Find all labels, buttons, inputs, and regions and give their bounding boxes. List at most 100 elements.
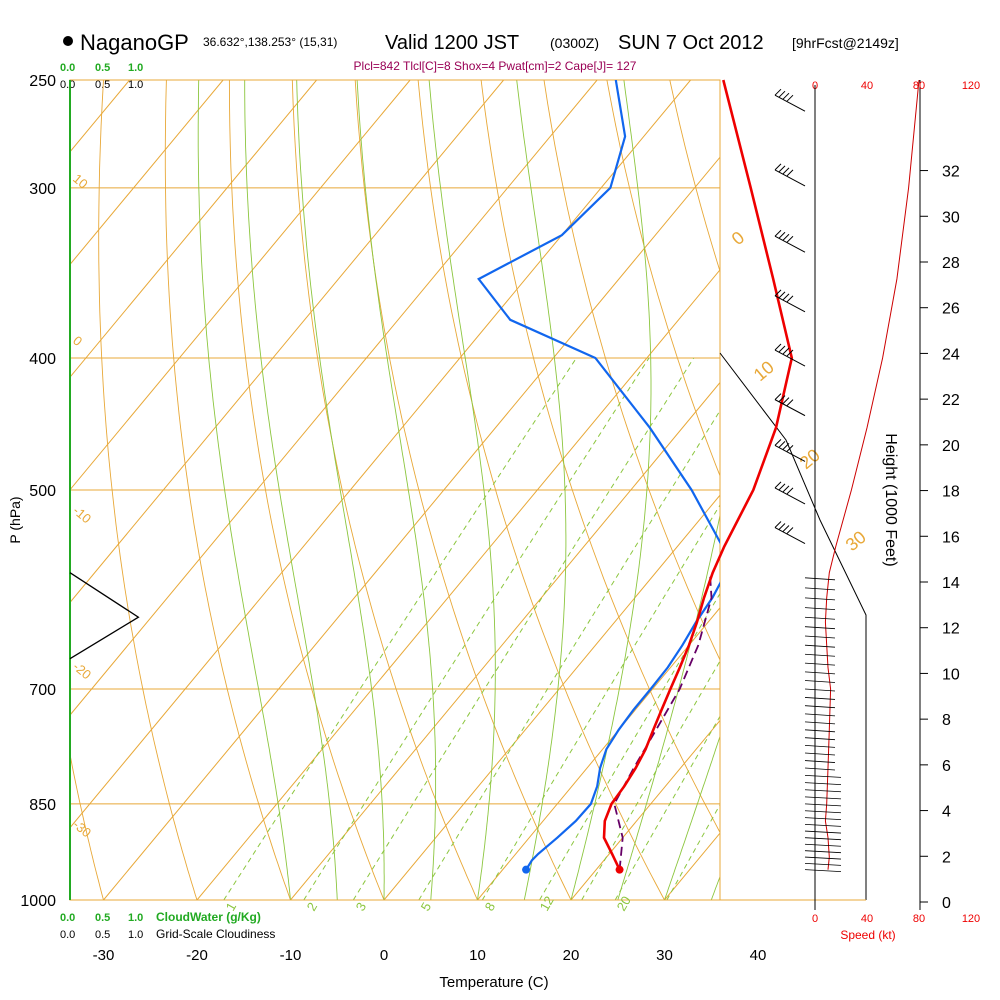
isotherm-label-4: -30 — [70, 817, 94, 841]
bottom-cloudwater-tick-0: 0.0 — [60, 912, 75, 924]
isotherm-label-1: 0 — [70, 333, 85, 349]
wind-feather-780 — [804, 752, 836, 756]
height-tick-16: 16 — [942, 529, 960, 546]
mixing-ratio-5 — [418, 409, 720, 900]
pressure-tick-1000: 1000 — [20, 893, 56, 910]
wind-feather-920 — [804, 850, 842, 854]
mixing-ratio-label-6: 20 — [614, 893, 634, 913]
dry-adiabat-30 — [417, 80, 665, 900]
top-cloudwater-tick-1: 0.5 — [95, 62, 110, 74]
dry-adiabat-60 — [606, 80, 720, 477]
moist-adiabat--5 — [244, 80, 338, 900]
wind-barb-0 — [774, 88, 806, 112]
dry-adiabat-label-3: 30 — [842, 527, 870, 555]
temperature-tick-20: 20 — [563, 947, 580, 964]
parcel-line — [613, 572, 713, 870]
temperature-tick--20: -20 — [186, 947, 208, 964]
wind-feather-640 — [804, 635, 836, 639]
dry-adiabat-50 — [543, 80, 720, 661]
valid-time: Valid 1200 JST — [385, 32, 519, 54]
isotherm-0 — [383, 494, 720, 900]
speed-top-tick-120: 120 — [962, 80, 980, 92]
height-tick-28: 28 — [942, 255, 960, 272]
bottom-cloudwater-tick-1: 0.5 — [95, 912, 110, 924]
temperature-tick--10: -10 — [280, 947, 302, 964]
wind-panel-outline — [719, 352, 867, 900]
dry-adiabat-label-1: 10 — [750, 357, 778, 385]
pressure-tick-300: 300 — [29, 181, 56, 198]
mixing-ratio-2 — [303, 357, 650, 900]
isotherm-10 — [477, 607, 720, 900]
wind-feather-680 — [804, 671, 836, 675]
grid-clip-group — [0, 80, 1000, 900]
wind-feather-650 — [804, 644, 836, 648]
wind-barb-4 — [774, 343, 806, 367]
height-tick-12: 12 — [942, 621, 960, 638]
wind-feather-790 — [804, 760, 836, 763]
temperature-tick-0: 0 — [380, 947, 388, 964]
wind-feather-610 — [804, 607, 836, 611]
wind-barb-3 — [774, 289, 806, 313]
height-tick-4: 4 — [942, 804, 951, 821]
temperature-tick-10: 10 — [469, 947, 486, 964]
speed-bottom-tick-120: 120 — [962, 913, 980, 925]
wind-feather-590 — [804, 587, 836, 591]
wind-feather-690 — [804, 680, 836, 683]
speed-bottom-tick-40: 40 — [861, 913, 873, 925]
wind-feather-870 — [804, 817, 842, 821]
dry-adiabat--10 — [164, 80, 291, 900]
height-tick-32: 32 — [942, 164, 960, 181]
isotherm--80 — [70, 80, 317, 378]
isotherm--40 — [70, 80, 691, 829]
isotherm-label-2: -10 — [70, 503, 94, 527]
moist-adiabat-30 — [664, 735, 720, 900]
temperature-tick-30: 30 — [656, 947, 673, 964]
speed-bottom-tick-0: 0 — [812, 913, 818, 925]
dry-adiabat-110 — [922, 80, 1000, 900]
wind-feather-600 — [804, 597, 836, 601]
isotherm--50 — [70, 80, 598, 716]
wind-feather-910 — [804, 843, 842, 847]
top-cloudwater-tick-2: 1.0 — [128, 62, 143, 74]
isotherm-50 — [852, 80, 1000, 900]
wind-feather-800 — [804, 767, 836, 771]
station-bullet-icon — [63, 36, 73, 46]
wind-feather-840 — [804, 796, 842, 800]
wind-feather-930 — [804, 856, 842, 860]
dry-adiabat--40 — [0, 80, 10, 900]
isotherm--30 — [103, 156, 720, 900]
mixing-ratio-label-2: 3 — [353, 900, 370, 914]
moist-adiabat-0 — [296, 80, 385, 900]
wind-barb-7 — [774, 481, 806, 505]
dry-adiabat-10 — [291, 80, 478, 900]
surface-dewpoint-marker — [522, 865, 531, 874]
dry-adiabat-100 — [859, 80, 1000, 900]
indices-line: Plcl=842 Tlcl[C]=8 Shox=4 Pwat[cm]=2 Cap… — [354, 59, 637, 73]
wind-feather-890 — [804, 830, 842, 834]
isotherm-40 — [758, 80, 1000, 900]
wind-feather-820 — [804, 782, 842, 786]
wind-feather-900 — [804, 837, 842, 841]
speed-top-tick-80: 80 — [913, 80, 925, 92]
cloudiness-line — [69, 572, 140, 660]
top-cloudiness-tick-1: 0.5 — [95, 79, 110, 91]
isotherm--90 — [70, 80, 224, 266]
top-cloudiness-tick-2: 1.0 — [128, 79, 143, 91]
wind-feather-940 — [804, 863, 842, 866]
speed-axis-title: Speed (kt) — [840, 928, 895, 942]
mixing-ratio-label-5: 12 — [537, 893, 557, 913]
wind-feather-710 — [804, 697, 836, 700]
moist-adiabat-10 — [428, 80, 496, 900]
wind-feather-770 — [804, 745, 836, 748]
wind-layer — [774, 79, 920, 873]
height-tick-18: 18 — [942, 484, 960, 501]
wind-barb-1 — [774, 163, 806, 187]
utc-time: (0300Z) — [550, 35, 599, 51]
pressure-tick-500: 500 — [29, 483, 56, 500]
bottom-cloudwater-label: CloudWater (g/Kg) — [156, 910, 261, 924]
isotherm-label-0: 10 — [70, 171, 91, 192]
forecast-label: [9hrFcst@2149z] — [792, 35, 899, 51]
